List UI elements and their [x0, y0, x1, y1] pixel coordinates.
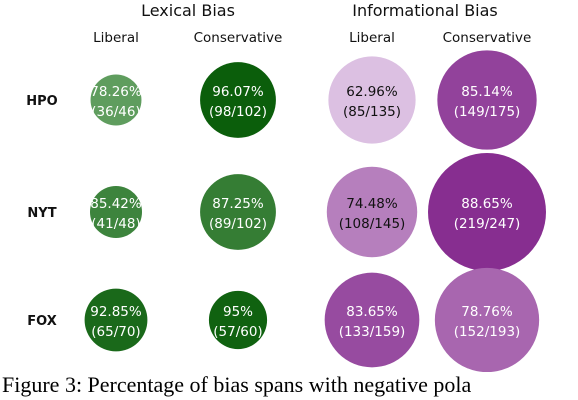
- bubble-count-label: (36/46): [91, 104, 140, 120]
- bubble-NYT-2: [326, 166, 418, 258]
- bubble-percent-label: 78.26%: [90, 84, 142, 100]
- bubble-NYT-0: [89, 185, 143, 239]
- row-label-FOX: FOX: [27, 314, 57, 329]
- bubble-count-label: (65/70): [91, 324, 140, 340]
- bubble-count-label: (108/145): [339, 216, 406, 232]
- bubble-FOX-0: [84, 288, 148, 352]
- row-label-NYT: NYT: [27, 206, 56, 221]
- group-header-1: Informational Bias: [352, 1, 498, 20]
- bubble-percent-label: 95%: [223, 304, 253, 320]
- column-label-0: Liberal: [93, 30, 139, 46]
- group-header-0: Lexical Bias: [141, 1, 235, 20]
- bubble-percent-label: 87.25%: [212, 196, 264, 212]
- bubble-count-label: (149/175): [454, 104, 521, 120]
- bubble-FOX-3: [434, 267, 540, 372]
- bubble-FOX-1: [208, 290, 268, 350]
- bubble-HPO-0: [90, 74, 142, 126]
- bubble-count-label: (89/102): [209, 216, 267, 232]
- bubble-count-label: (57/60): [213, 324, 262, 340]
- bubble-HPO-3: [437, 50, 537, 150]
- bubble-HPO-1: [200, 62, 276, 138]
- bubble-count-label: (133/159): [339, 324, 406, 340]
- bubble-FOX-2: [324, 272, 420, 368]
- bubble-percent-label: 96.07%: [212, 84, 264, 100]
- bubble-percent-label: 83.65%: [346, 304, 398, 320]
- bubble-HPO-2: [328, 56, 416, 144]
- figure-caption: Figure 3: Percentage of bias spans with …: [2, 372, 472, 397]
- bubble-percent-label: 78.76%: [461, 304, 513, 320]
- bubble-count-label: (98/102): [209, 104, 267, 120]
- bubble-percent-label: 74.48%: [346, 196, 398, 212]
- column-label-3: Conservative: [443, 30, 532, 46]
- bubble-percent-label: 92.85%: [90, 304, 142, 320]
- row-label-HPO: HPO: [26, 94, 57, 109]
- bubble-percent-label: 85.14%: [461, 84, 513, 100]
- bubble-NYT-3: [428, 153, 546, 271]
- bubble-count-label: (219/247): [454, 216, 521, 232]
- bubble-count-label: (152/193): [454, 324, 521, 340]
- bubble-percent-label: 88.65%: [461, 196, 513, 212]
- column-label-2: Liberal: [349, 30, 395, 46]
- bubble-percent-label: 85.42%: [90, 196, 142, 212]
- column-label-1: Conservative: [194, 30, 283, 46]
- bubble-percent-label: 62.96%: [346, 84, 398, 100]
- bubble-count-label: (85/135): [343, 104, 401, 120]
- bubble-count-label: (41/48): [91, 216, 140, 232]
- bubble-NYT-1: [200, 174, 276, 250]
